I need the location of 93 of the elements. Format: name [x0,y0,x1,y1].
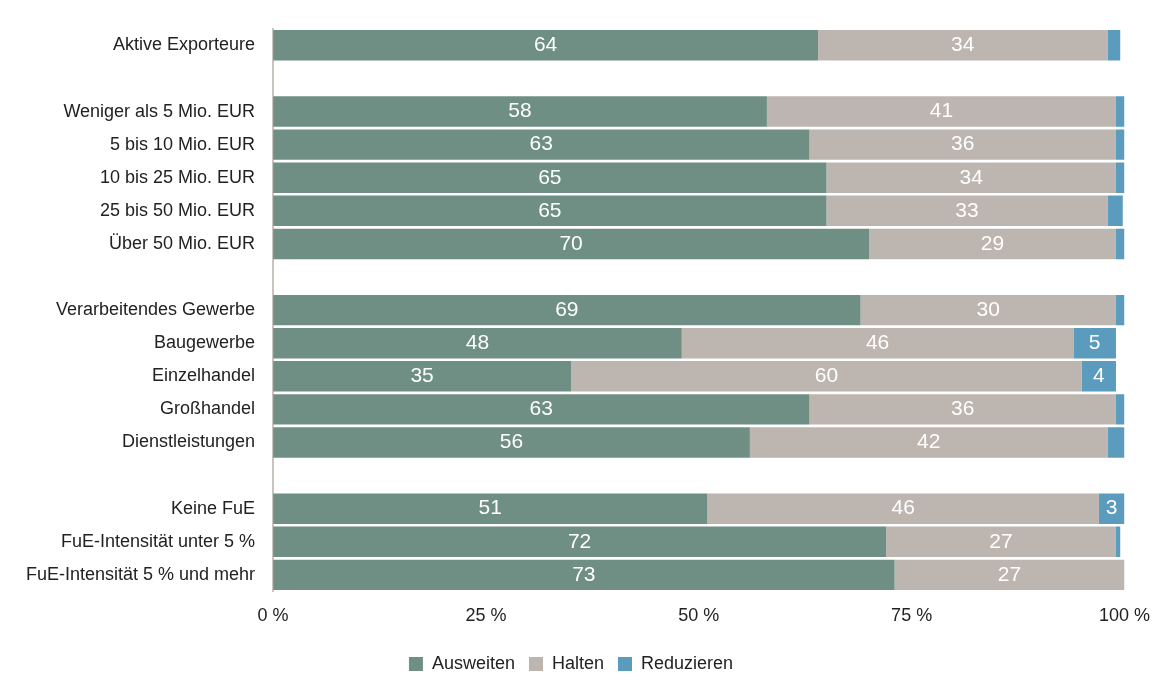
bar [273,162,827,193]
bar [1115,162,1125,193]
legend-label: Halten [551,652,605,673]
bar [1107,427,1125,458]
y-tick-label: Aktive Exporteure [113,34,256,55]
data-label: 51 [478,495,502,519]
y-tick-label: FuE-Intensität 5 % und mehr [25,563,256,584]
data-label: 5 [1088,329,1101,353]
bar [273,493,708,524]
bar [273,30,818,61]
bar [886,526,1116,557]
x-tick-label: 50 % [678,605,720,626]
y-tick-label: Baugewerbe [154,332,256,353]
bar [826,195,1108,227]
data-label: 35 [410,363,434,387]
data-label: 63 [529,396,553,420]
bar [1115,394,1125,425]
bar [1073,327,1116,359]
data-label: 65 [538,164,562,188]
bar [809,394,1116,425]
bar [1081,361,1116,392]
y-tick-label: Großhandel [160,398,256,419]
bar [1115,228,1125,260]
data-label: 29 [980,230,1005,254]
data-label: 33 [955,197,979,221]
bar [860,294,1116,326]
bar [681,327,1074,359]
data-label: 30 [976,296,1000,320]
y-tick-label: Verarbeitendes Gewerbe [55,299,256,320]
bar [1115,294,1125,326]
bar [273,361,572,392]
y-tick-label: Weniger als 5 Mio. EUR [63,100,256,121]
bar [273,394,810,425]
bar [273,228,870,260]
bar [1115,96,1125,127]
bar [273,129,810,160]
bar [1115,526,1121,557]
legend-label: Reduzieren [641,652,734,673]
x-tick-label: 0 % [257,605,289,626]
bar [1107,30,1121,61]
data-label: 41 [929,98,954,122]
bar [273,427,750,458]
data-label: 3 [1105,495,1118,519]
x-tick-label: 75 % [891,605,933,626]
bar [1115,129,1125,160]
data-label: 65 [538,197,562,221]
y-tick-label: Keine FuE [171,497,256,518]
y-tick-label: FuE-Intensität unter 5 % [61,530,256,551]
bar [273,96,767,127]
bar [1107,195,1123,227]
y-tick-label: Einzelhandel [152,365,256,386]
y-tick-label: 25 bis 50 Mio. EUR [100,199,256,220]
bar [826,162,1116,193]
bar [869,228,1116,260]
data-label: 48 [465,329,490,353]
bar [273,294,861,326]
bar [894,559,1125,591]
bar [273,526,887,557]
x-tick-label: 100 % [1098,605,1150,626]
data-label: 69 [555,296,579,320]
data-label: 73 [572,561,596,585]
data-label: 63 [529,131,553,155]
bar [707,493,1099,524]
bar [273,559,895,591]
bar [273,327,682,359]
data-label: 72 [567,528,592,552]
data-label: 56 [499,429,524,453]
bar [273,195,827,227]
data-label: 64 [533,32,558,56]
bar [571,361,1082,392]
data-label: 36 [951,131,975,155]
legend-label: Ausweiten [431,652,515,673]
data-label: 46 [891,495,915,519]
data-label: 27 [997,561,1022,585]
data-label: 58 [508,98,532,122]
data-label: 36 [951,396,975,420]
data-label: 27 [989,528,1013,552]
bar [809,129,1116,160]
bar [749,427,1108,458]
bar [817,30,1108,61]
data-label: 34 [951,32,975,56]
y-tick-label: 10 bis 25 Mio. EUR [100,166,256,187]
y-tick-label: Über 50 Mio. EUR [109,232,256,253]
y-tick-label: Dienstleistungen [122,431,256,452]
x-tick-label: 25 % [465,605,507,626]
y-tick-label: 5 bis 10 Mio. EUR [110,133,256,154]
data-label: 4 [1093,363,1106,387]
data-label: 60 [814,363,839,387]
data-label: 46 [865,329,890,353]
data-label: 42 [916,429,941,453]
bar [766,96,1116,127]
data-label: 34 [959,164,984,188]
data-label: 70 [559,230,583,254]
